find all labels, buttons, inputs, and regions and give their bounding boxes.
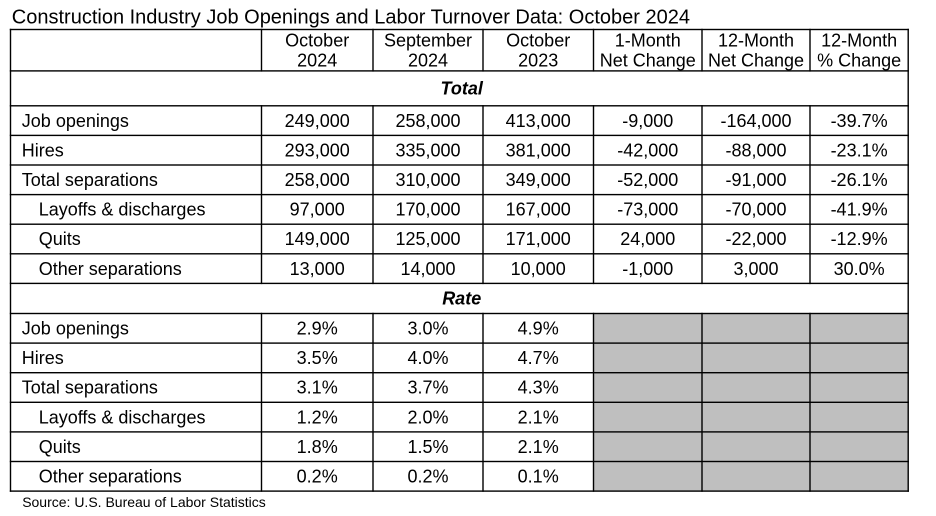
svg-text:4.7%: 4.7% (518, 348, 559, 368)
svg-text:249,000: 249,000 (285, 111, 350, 131)
svg-text:Job openings: Job openings (22, 319, 129, 339)
svg-text:2.0%: 2.0% (407, 407, 448, 427)
svg-text:-26.1%: -26.1% (831, 170, 888, 190)
svg-text:Net Change: Net Change (600, 51, 696, 71)
svg-text:381,000: 381,000 (506, 140, 571, 160)
svg-text:Layoffs & discharges: Layoffs & discharges (39, 200, 206, 220)
svg-text:-23.1%: -23.1% (831, 140, 888, 160)
svg-text:-39.7%: -39.7% (831, 111, 888, 131)
svg-text:258,000: 258,000 (285, 170, 350, 190)
svg-text:Job openings: Job openings (22, 111, 129, 131)
svg-text:13,000: 13,000 (290, 259, 345, 279)
svg-text:-9,000: -9,000 (622, 111, 673, 131)
svg-text:-88,000: -88,000 (725, 140, 786, 160)
svg-text:258,000: 258,000 (395, 111, 460, 131)
svg-text:4.3%: 4.3% (518, 378, 559, 398)
svg-text:3,000: 3,000 (733, 259, 778, 279)
svg-text:167,000: 167,000 (506, 200, 571, 220)
svg-text:335,000: 335,000 (395, 140, 460, 160)
svg-text:3.1%: 3.1% (297, 378, 338, 398)
svg-text:Net Change: Net Change (708, 51, 804, 71)
svg-text:-41.9%: -41.9% (831, 200, 888, 220)
svg-text:Layoffs & discharges: Layoffs & discharges (39, 407, 206, 427)
svg-text:Quits: Quits (39, 437, 81, 457)
svg-text:Total separations: Total separations (22, 170, 158, 190)
svg-text:24,000: 24,000 (620, 229, 675, 249)
svg-text:293,000: 293,000 (285, 140, 350, 160)
svg-text:413,000: 413,000 (506, 111, 571, 131)
svg-text:2024: 2024 (297, 51, 337, 71)
svg-text:1.5%: 1.5% (407, 437, 448, 457)
svg-text:14,000: 14,000 (400, 259, 455, 279)
svg-text:171,000: 171,000 (506, 229, 571, 249)
svg-text:349,000: 349,000 (506, 170, 571, 190)
svg-text:12-Month: 12-Month (821, 30, 897, 50)
svg-text:1-Month: 1-Month (615, 30, 681, 50)
svg-text:3.5%: 3.5% (297, 348, 338, 368)
svg-text:-42,000: -42,000 (617, 140, 678, 160)
svg-text:Other separations: Other separations (39, 259, 182, 279)
svg-text:4.9%: 4.9% (518, 319, 559, 339)
svg-text:2023: 2023 (518, 51, 558, 71)
svg-text:Construction Industry Job Open: Construction Industry Job Openings and L… (12, 7, 690, 29)
svg-text:12-Month: 12-Month (718, 30, 794, 50)
svg-text:310,000: 310,000 (395, 170, 460, 190)
svg-text:0.1%: 0.1% (518, 467, 559, 487)
svg-text:4.0%: 4.0% (407, 348, 448, 368)
svg-text:-12.9%: -12.9% (831, 229, 888, 249)
svg-text:-91,000: -91,000 (725, 170, 786, 190)
svg-text:Hires: Hires (22, 348, 64, 368)
svg-text:149,000: 149,000 (285, 229, 350, 249)
svg-text:Rate: Rate (442, 289, 481, 309)
svg-text:2024: 2024 (408, 51, 448, 71)
svg-text:2.1%: 2.1% (518, 437, 559, 457)
svg-text:3.0%: 3.0% (407, 319, 448, 339)
svg-text:Total: Total (441, 79, 484, 99)
svg-text:-22,000: -22,000 (725, 229, 786, 249)
svg-text:Hires: Hires (22, 140, 64, 160)
svg-text:10,000: 10,000 (511, 259, 566, 279)
svg-text:-1,000: -1,000 (622, 259, 673, 279)
svg-text:3.7%: 3.7% (407, 378, 448, 398)
svg-text:Quits: Quits (39, 229, 81, 249)
svg-text:2.1%: 2.1% (518, 407, 559, 427)
svg-text:September: September (384, 30, 472, 50)
svg-text:October: October (285, 30, 349, 50)
svg-text:-70,000: -70,000 (725, 200, 786, 220)
svg-text:-164,000: -164,000 (720, 111, 791, 131)
svg-text:30.0%: 30.0% (834, 259, 885, 279)
svg-text:97,000: 97,000 (290, 200, 345, 220)
svg-text:0.2%: 0.2% (297, 467, 338, 487)
svg-text:October: October (506, 30, 570, 50)
svg-text:1.2%: 1.2% (297, 407, 338, 427)
svg-text:Other separations: Other separations (39, 467, 182, 487)
svg-text:0.2%: 0.2% (407, 467, 448, 487)
svg-text:-73,000: -73,000 (617, 200, 678, 220)
svg-text:170,000: 170,000 (395, 200, 460, 220)
svg-text:Total separations: Total separations (22, 378, 158, 398)
svg-text:125,000: 125,000 (395, 229, 460, 249)
svg-text:% Change: % Change (817, 51, 901, 71)
svg-text:-52,000: -52,000 (617, 170, 678, 190)
svg-text:Source: U.S. Bureau of Labor S: Source: U.S. Bureau of Labor Statistics (22, 494, 266, 510)
svg-text:2.9%: 2.9% (297, 319, 338, 339)
svg-text:1.8%: 1.8% (297, 437, 338, 457)
